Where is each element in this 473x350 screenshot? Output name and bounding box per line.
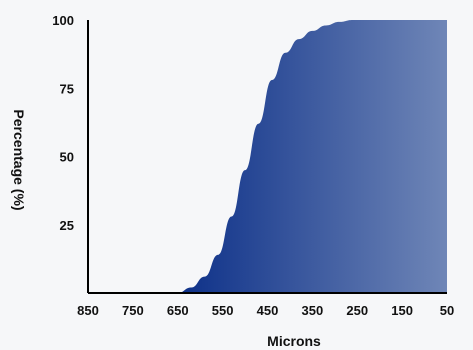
x-axis-title: Microns [267,333,321,349]
x-tick-label: 850 [77,303,99,318]
x-tick-label: 450 [257,303,279,318]
y-axis-title: Percentage (%) [11,109,27,210]
x-tick-label: 750 [122,303,144,318]
x-axis-ticks: 850 750 650 550 450 350 250 150 50 [77,303,454,318]
x-tick-label: 650 [167,303,189,318]
x-tick-label: 50 [440,303,454,318]
y-tick-label: 75 [60,81,74,96]
x-tick-label: 350 [302,303,324,318]
y-tick-label: 50 [60,150,74,165]
y-axis-ticks: 25 50 75 100 [52,13,74,233]
series-area [88,20,447,293]
x-tick-label: 250 [346,303,368,318]
y-tick-label: 25 [60,218,74,233]
y-tick-label: 100 [52,13,74,28]
x-tick-label: 550 [212,303,234,318]
x-tick-label: 150 [391,303,413,318]
plot-area [87,20,447,294]
